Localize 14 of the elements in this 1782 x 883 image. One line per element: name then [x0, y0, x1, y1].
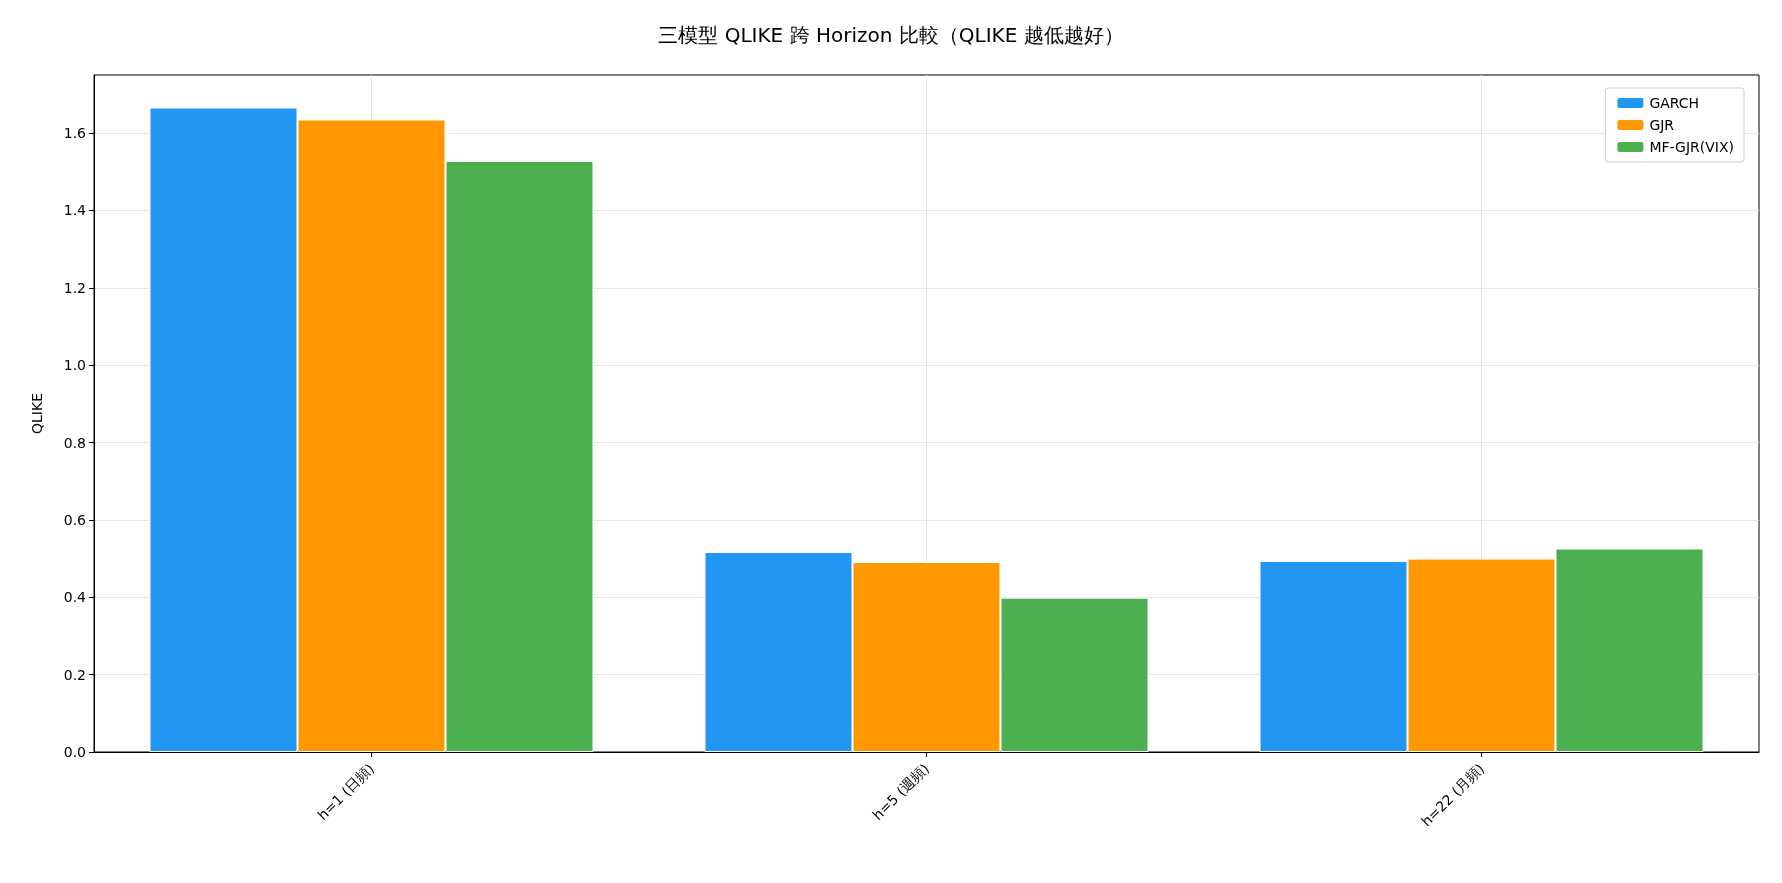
chart-title: 三模型 QLIKE 跨 Horizon 比較（QLIKE 越低越好）: [658, 23, 1124, 47]
legend-label: GARCH: [1649, 95, 1700, 111]
y-tick-label: 0.4: [63, 589, 87, 606]
y-tick-label: 0.6: [63, 511, 87, 528]
y-tick-label: 0.2: [63, 666, 86, 683]
y-tick-label: 1.6: [63, 125, 87, 142]
y-tick-label: 1.0: [63, 357, 86, 374]
legend-label: GJR: [1649, 117, 1675, 133]
y-tick-label: 1.2: [63, 279, 86, 296]
legend-label: MF-GJR(VIX): [1649, 139, 1734, 155]
y-tick-label: 1.4: [63, 202, 87, 219]
y-tick-label: 0.8: [63, 434, 86, 451]
y-tick-label: 0.0: [63, 744, 86, 760]
y-axis-title: QLIKE: [29, 393, 45, 434]
